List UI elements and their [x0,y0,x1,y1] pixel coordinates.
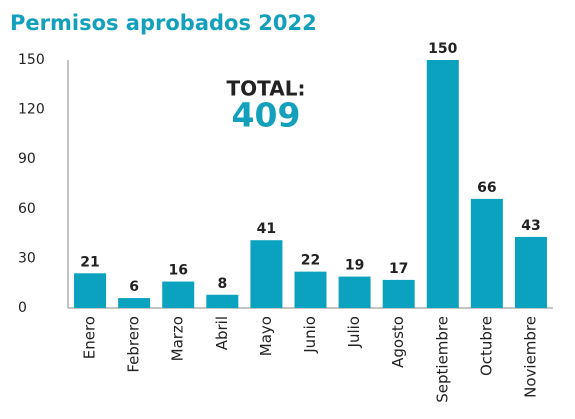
value-label: 41 [257,221,276,237]
x-tick-label: Noviembre [521,316,539,398]
value-label: 16 [168,263,187,279]
bar [382,279,415,308]
y-tick-label: 90 [18,151,36,167]
y-tick-label: 60 [18,201,36,217]
value-label: 66 [477,180,496,196]
bar [250,240,283,308]
value-label: 8 [217,276,227,292]
x-tick-label: Mayo [257,316,275,356]
value-label: 19 [345,258,364,274]
bar [206,294,239,308]
x-tick-label: Agosto [389,316,407,368]
x-tick-label: Abril [213,316,231,350]
x-tick-label: Enero [81,316,99,359]
y-tick-label: 150 [18,52,45,68]
total-label: TOTAL: [227,77,306,101]
x-tick-label: Febrero [125,316,143,373]
bar [118,298,151,308]
value-label: 22 [301,253,320,269]
value-label: 43 [521,218,540,234]
x-tick-label: Julio [345,316,363,348]
value-label: 17 [389,261,408,277]
x-tick-label: Marzo [169,316,187,361]
bar [470,198,503,308]
chart-title: Permisos aprobados 2022 [10,11,317,35]
y-tick-label: 0 [18,300,27,316]
bar [74,273,107,308]
y-tick-label: 120 [18,102,45,118]
value-label: 21 [80,254,99,270]
value-label: 6 [129,279,139,295]
x-tick-label: Septiembre [433,316,451,403]
y-tick-label: 30 [18,250,36,266]
x-tick-label: Junio [301,316,319,354]
bar [162,281,195,308]
total-value: 409 [232,96,301,135]
bar [338,276,371,308]
bar [294,271,327,308]
x-tick-label: Octubre [477,316,495,376]
bar [426,60,459,308]
bar [514,236,547,308]
value-label: 150 [428,41,457,57]
